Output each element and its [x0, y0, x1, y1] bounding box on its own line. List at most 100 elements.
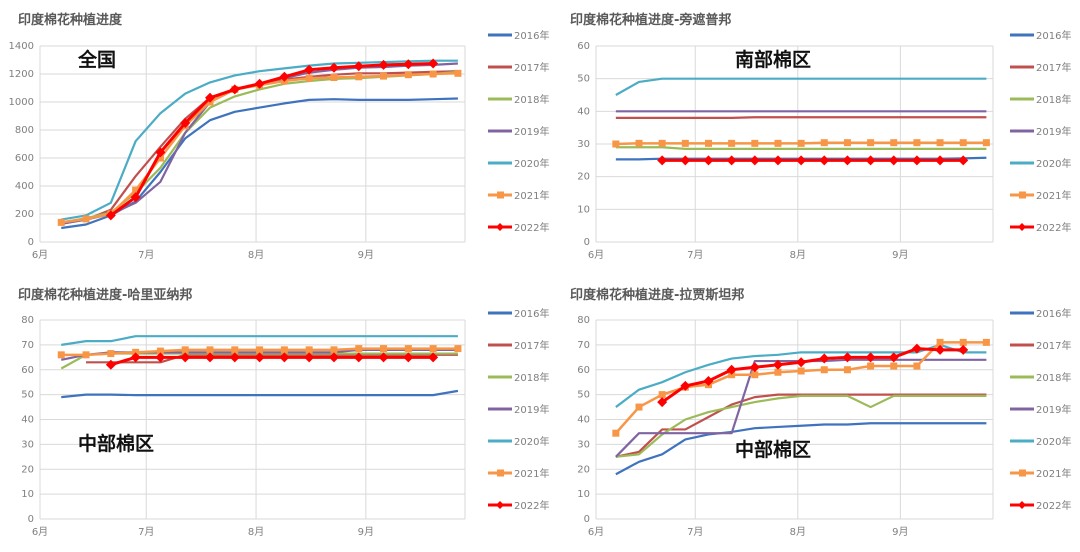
chart-title: 印度棉花种植进度-拉贾斯坦邦 — [570, 287, 744, 303]
data-point — [865, 155, 876, 166]
chart-title: 印度棉花种植进度-旁遮普邦 — [570, 12, 731, 28]
x-tick-label: 9月 — [892, 249, 908, 261]
data-point — [304, 64, 315, 75]
data-point — [429, 345, 437, 353]
legend-label: 2020年 — [514, 435, 549, 448]
legend-item: 2020年 — [1010, 435, 1071, 448]
data-point — [890, 362, 898, 370]
data-point — [867, 139, 875, 147]
data-point — [726, 364, 737, 375]
data-point — [657, 397, 668, 408]
x-tick-label: 7月 — [687, 249, 703, 261]
data-point — [612, 429, 620, 437]
legend-label: 2021年 — [1036, 467, 1071, 480]
legend-item: 2018年 — [488, 371, 549, 384]
data-point — [888, 352, 899, 363]
legend-label: 2021年 — [514, 189, 549, 202]
data-point — [130, 192, 141, 203]
x-tick-label: 7月 — [138, 526, 154, 538]
data-point — [330, 346, 338, 354]
data-point — [355, 73, 363, 81]
data-point — [229, 84, 240, 95]
x-tick-label: 6月 — [32, 526, 48, 538]
legend-marker — [1019, 191, 1026, 199]
data-point — [797, 367, 805, 375]
legend-marker — [1018, 223, 1026, 231]
data-point — [890, 139, 898, 147]
chart-title: 印度棉花种植进度 — [18, 12, 123, 28]
series-line-2022年 — [661, 347, 964, 404]
y-tick-label: 50 — [577, 74, 590, 85]
x-tick-label: 6月 — [588, 526, 604, 538]
data-point — [797, 139, 805, 147]
data-point — [378, 59, 389, 70]
data-point — [749, 362, 760, 373]
legend-label: 2022年 — [514, 499, 549, 512]
legend-label: 2021年 — [1036, 189, 1071, 202]
y-tick-label: 1200 — [9, 69, 34, 80]
data-point — [155, 352, 166, 363]
data-point — [353, 352, 364, 363]
data-point — [819, 353, 830, 364]
legend-label: 2018年 — [1036, 371, 1071, 384]
legend-item: 2016年 — [488, 307, 549, 320]
legend-label: 2020年 — [1036, 157, 1071, 170]
data-point — [751, 371, 759, 379]
y-tick-label: 60 — [577, 365, 590, 376]
data-point — [772, 155, 783, 166]
legend-label: 2017年 — [514, 61, 549, 74]
y-tick-label: 0 — [584, 514, 590, 525]
legend-item: 2022年 — [488, 221, 549, 234]
y-tick-label: 40 — [21, 415, 34, 426]
data-point — [330, 74, 338, 81]
data-point — [774, 368, 782, 376]
data-point — [936, 338, 944, 346]
y-tick-label: 0 — [28, 514, 34, 525]
legend-label: 2017年 — [514, 339, 549, 352]
legend-item: 2022年 — [488, 499, 549, 512]
series-line-2017年 — [615, 393, 987, 458]
y-tick-label: 200 — [15, 209, 34, 220]
data-point — [279, 352, 290, 363]
data-point — [57, 218, 65, 226]
data-point — [657, 155, 668, 166]
legend-label: 2019年 — [514, 403, 549, 416]
x-tick-label: 8月 — [790, 526, 806, 538]
legend-label: 2019年 — [514, 125, 549, 138]
legend-marker — [497, 469, 504, 477]
data-point — [231, 346, 239, 354]
y-tick-label: 10 — [577, 204, 590, 215]
y-tick-label: 30 — [577, 139, 590, 150]
y-tick-label: 80 — [21, 315, 34, 326]
chart-annotation: 中部棉区 — [78, 432, 154, 455]
data-point — [180, 118, 191, 128]
legend-label: 2022年 — [1036, 499, 1071, 512]
data-point — [820, 139, 828, 147]
legend-label: 2017年 — [1036, 339, 1071, 352]
legend-label: 2017年 — [1036, 61, 1071, 74]
data-point — [982, 139, 990, 147]
data-point — [130, 352, 141, 363]
data-point — [982, 338, 990, 346]
y-tick-label: 70 — [21, 340, 34, 351]
x-tick-label: 9月 — [892, 526, 908, 538]
legend-item: 2016年 — [1010, 307, 1071, 320]
legend-label: 2018年 — [514, 371, 549, 384]
y-tick-label: 1000 — [9, 97, 34, 108]
data-point — [958, 344, 969, 355]
data-point — [935, 344, 946, 355]
legend-item: 2020年 — [488, 157, 549, 170]
data-point — [206, 346, 214, 354]
data-point — [772, 359, 783, 370]
data-point — [658, 391, 666, 399]
data-point — [820, 366, 828, 374]
data-point — [57, 351, 65, 359]
x-tick-label: 7月 — [138, 249, 154, 261]
y-tick-label: 20 — [21, 464, 34, 475]
data-point — [105, 210, 116, 221]
legend-item: 2017年 — [1010, 339, 1071, 352]
series-line-2020年 — [615, 343, 987, 408]
data-point — [612, 140, 620, 148]
data-point — [911, 343, 922, 354]
y-tick-label: 70 — [577, 340, 590, 351]
